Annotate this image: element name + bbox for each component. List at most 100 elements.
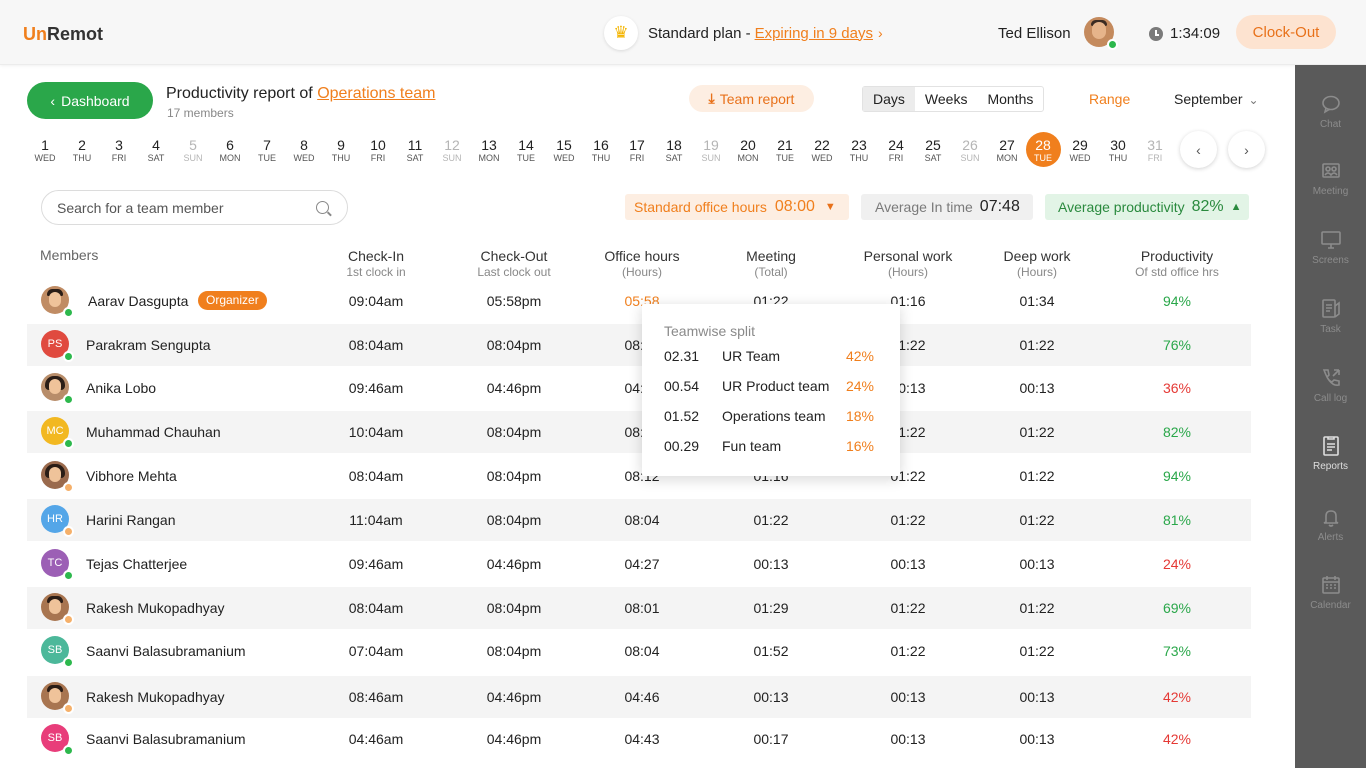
date-24[interactable]: 24 FRI (876, 137, 916, 164)
date-13[interactable]: 13 MON (469, 137, 509, 164)
dashboard-button[interactable]: ‹ Dashboard (27, 82, 153, 119)
prev-dates-button[interactable]: ‹ (1180, 131, 1217, 168)
date-26[interactable]: 26 SUN (950, 137, 990, 164)
tab-months[interactable]: Months (987, 91, 1034, 107)
col-office-hours[interactable]: Office hours (Hours) (604, 248, 680, 279)
date-16[interactable]: 16 THU (581, 137, 621, 164)
sidebar-item-alerts[interactable]: Alerts (1295, 506, 1366, 543)
table-row[interactable]: SB Saanvi Balasubramanium 04:46am 04:46pm 04… (27, 718, 1251, 760)
calendar-icon (1321, 576, 1340, 594)
office-hours-cell[interactable]: 04:27 (624, 556, 660, 572)
col-deep-work[interactable]: Deep work (Hours) (1003, 248, 1071, 279)
date-27[interactable]: 27 MON (987, 137, 1027, 164)
date-1[interactable]: 1 WED (25, 137, 65, 164)
range-link[interactable]: Range (1089, 91, 1131, 107)
sidebar-item-call-log[interactable]: Call log (1295, 367, 1366, 404)
col-meeting[interactable]: Meeting (Total) (746, 248, 796, 279)
clock-out-button[interactable]: Clock-Out (1236, 15, 1336, 49)
date-28[interactable]: 28 TUE (1023, 132, 1063, 167)
sidebar-item-reports[interactable]: Reports (1295, 435, 1366, 472)
member-name[interactable]: Muhammad Chauhan (86, 424, 221, 440)
date-21[interactable]: 21 TUE (765, 137, 805, 164)
sidebar-item-chat[interactable]: Chat (1295, 93, 1366, 130)
date-19[interactable]: 19 SUN (691, 137, 731, 164)
task-icon (1321, 299, 1340, 318)
tab-weeks[interactable]: Weeks (924, 91, 968, 107)
team-link[interactable]: Operations team (317, 85, 436, 102)
table-row[interactable]: TC Tejas Chatterjee 09:46am 04:46pm 04:27 00:… (27, 543, 1251, 585)
date-14[interactable]: 14 TUE (506, 137, 546, 164)
date-4[interactable]: 4 SAT (136, 137, 176, 164)
date-5[interactable]: 5 SUN (173, 137, 213, 164)
member-name[interactable]: Rakesh Mukopadhyay (86, 689, 225, 705)
team-report-button[interactable]: ⤓ Team report (689, 85, 814, 112)
tab-days[interactable]: Days (863, 87, 915, 111)
table-row[interactable]: Aarav Dasgupta Organizer 09:04am 05:58pm 05:… (27, 280, 1251, 322)
search-input[interactable] (57, 198, 307, 218)
table-row[interactable]: Anika Lobo09:46am04:46pm04:4600:1300:130… (27, 367, 1251, 409)
member-name[interactable]: Rakesh Mukopadhyay (86, 600, 225, 616)
date-20[interactable]: 20 MON (728, 137, 768, 164)
date-18[interactable]: 18 SAT (654, 137, 694, 164)
date-25[interactable]: 25 SAT (913, 137, 953, 164)
date-11[interactable]: 11 SAT (395, 137, 435, 164)
app-logo[interactable]: UnRemot (23, 24, 104, 44)
date-6[interactable]: 6 MON (210, 137, 250, 164)
right-sidebar: Chat Meeting Screens Task Call log Repor… (1295, 65, 1366, 768)
plan-expiry-link[interactable]: Expiring in 9 days (754, 24, 873, 42)
member-name[interactable]: Vibhore Mehta (86, 468, 177, 484)
productivity-cell: 94% (1162, 468, 1192, 484)
member-name[interactable]: Saanvi Balasubramanium (86, 731, 246, 747)
sidebar-item-task[interactable]: Task (1295, 298, 1366, 335)
date-2[interactable]: 2 THU (62, 137, 102, 164)
table-row[interactable]: HR Harini Rangan 11:04am 08:04pm 08:04 01:22 0… (27, 499, 1251, 541)
date-8[interactable]: 8 WED (284, 137, 324, 164)
table-row[interactable]: Rakesh Mukopadhyay 08:46am 04:46pm 04:46 00:… (27, 676, 1251, 718)
date-3[interactable]: 3 FRI (99, 137, 139, 164)
office-hours-cell[interactable]: 08:04 (624, 512, 660, 528)
col-productivity[interactable]: Productivity Of std office hrs (1135, 248, 1219, 279)
date-31[interactable]: 31 FRI (1135, 137, 1175, 164)
table-row[interactable]: Rakesh Mukopadhyay 08:04am 08:04pm 08:01 01:… (27, 587, 1251, 629)
plan-info: ♛ Standard plan - Expiring in 9 days › (604, 16, 883, 50)
date-12[interactable]: 12 SUN (432, 137, 472, 164)
page-title: Productivity report of Operations team (166, 85, 436, 102)
date-15[interactable]: 15 WED (544, 137, 584, 164)
productivity-cell: 76% (1162, 337, 1192, 353)
date-23[interactable]: 23 THU (839, 137, 879, 164)
office-hours-cell[interactable]: 04:43 (624, 731, 660, 747)
date-10[interactable]: 10 FRI (358, 137, 398, 164)
average-productivity[interactable]: Average productivity 82% ▲ (1045, 194, 1249, 220)
col-personal-work[interactable]: Personal work (Hours) (863, 248, 953, 279)
table-row[interactable]: Vibhore Mehta 08:04am 08:04pm 08:12 01:16 01:… (27, 455, 1251, 497)
date-17[interactable]: 17 FRI (617, 137, 657, 164)
member-name[interactable]: Harini Rangan (86, 512, 176, 528)
search-icon[interactable] (316, 201, 329, 214)
date-29[interactable]: 29 WED (1060, 137, 1100, 164)
table-row[interactable]: SB Saanvi Balasubramanium 07:04am 08:04pm 08… (27, 630, 1251, 672)
date-22[interactable]: 22 WED (802, 137, 842, 164)
sidebar-item-calendar[interactable]: Calendar (1295, 574, 1366, 611)
user-avatar[interactable] (1084, 17, 1118, 50)
next-dates-button[interactable]: › (1228, 131, 1265, 168)
office-hours-cell[interactable]: 08:01 (624, 600, 660, 616)
member-name[interactable]: Parakram Sengupta (86, 337, 211, 353)
office-hours-cell[interactable]: 08:04 (624, 643, 660, 659)
date-9[interactable]: 9 THU (321, 137, 361, 164)
sidebar-item-screens[interactable]: Screens (1295, 229, 1366, 266)
member-name[interactable]: Tejas Chatterjee (86, 556, 188, 572)
office-hours-cell[interactable]: 04:46 (624, 689, 660, 705)
month-select[interactable]: September ⌄ (1174, 91, 1259, 107)
col-checkout[interactable]: Check-Out Last clock out (477, 248, 551, 279)
member-name[interactable]: Anika Lobo (86, 380, 157, 396)
date-30[interactable]: 30 THU (1098, 137, 1138, 164)
col-checkin[interactable]: Check-In 1st clock in (346, 248, 406, 279)
office-hours-select[interactable]: Standard office hours 08:00 ▼ (625, 194, 849, 220)
date-7[interactable]: 7 TUE (247, 137, 287, 164)
sidebar-item-meeting[interactable]: Meeting (1295, 160, 1366, 197)
checkout-cell: 04:46pm (486, 556, 542, 572)
member-name[interactable]: Saanvi Balasubramanium (86, 643, 246, 659)
member-name[interactable]: Aarav Dasgupta (88, 293, 189, 309)
